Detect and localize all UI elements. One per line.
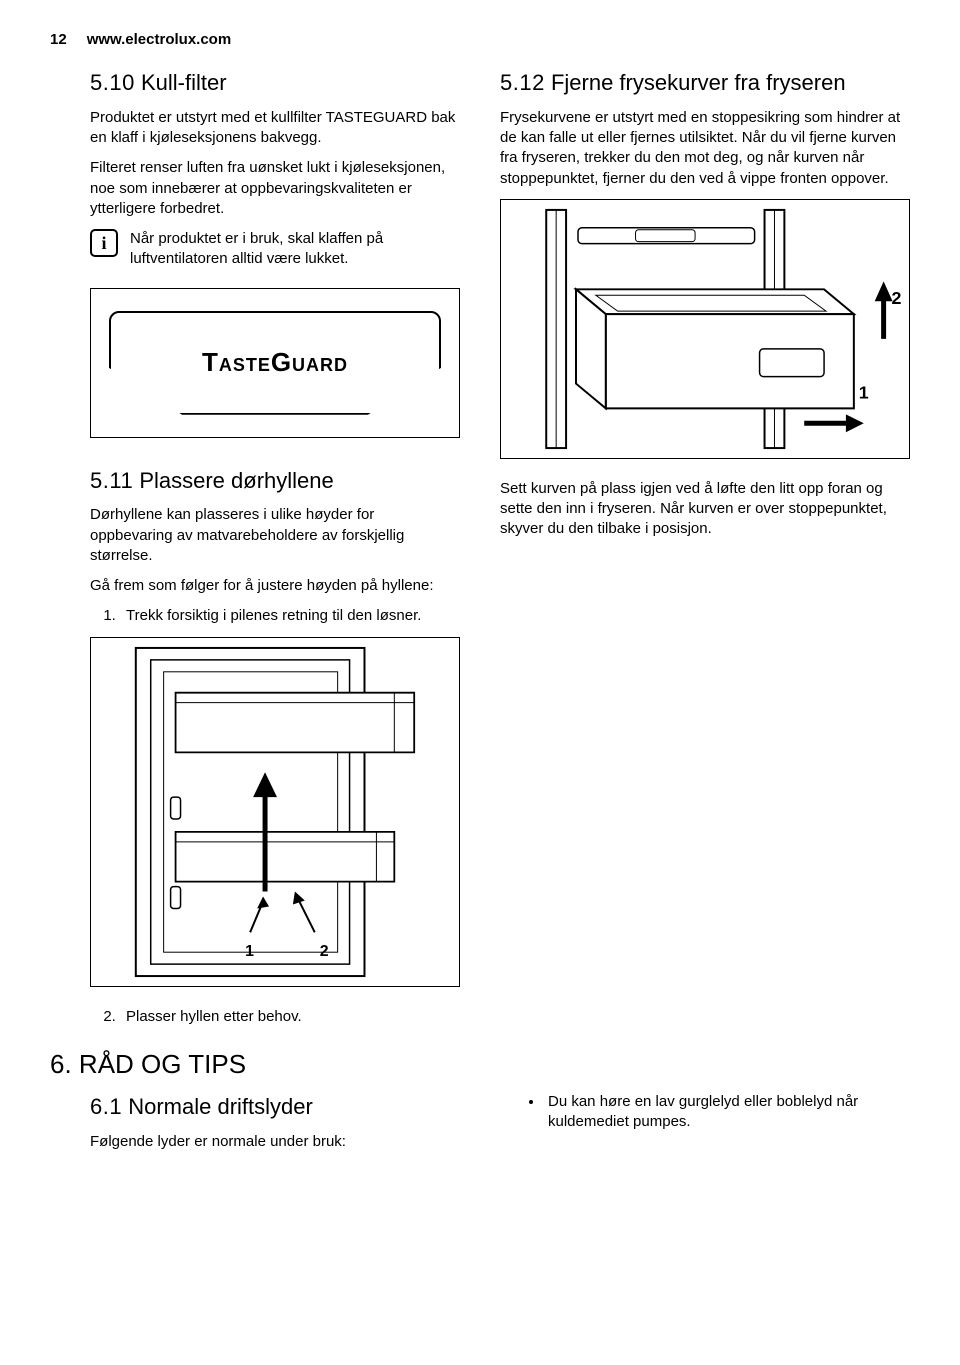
- figure-freezer-drawer: 1 2: [500, 199, 910, 459]
- callout-2: 2: [892, 288, 902, 308]
- tasteguard-label: TasteGuard: [202, 345, 348, 380]
- freezer-drawer-svg: 1 2: [501, 200, 909, 458]
- paragraph: Sett kurven på plass igjen ved å løfte d…: [500, 479, 910, 540]
- bullet-list: Du kan høre en lav gurglelyd eller boble…: [520, 1092, 910, 1133]
- right-column: 5.12 Fjerne frysekurver fra fryseren Fry…: [500, 68, 910, 1037]
- door-shelves-svg: 1 2: [91, 638, 459, 986]
- paragraph: Gå frem som følger for å justere høyden …: [90, 576, 460, 596]
- bottom-right: Du kan høre en lav gurglelyd eller boble…: [520, 1092, 910, 1162]
- heading-text: Fjerne frysekurver fra fryseren: [551, 70, 846, 95]
- info-text: Når produktet er i bruk, skal klaffen på…: [130, 229, 460, 270]
- page-header: 12 www.electrolux.com: [50, 30, 910, 50]
- heading-text: Kull-filter: [141, 70, 227, 95]
- heading-number: 6.: [50, 1049, 72, 1079]
- heading-number: 5.11: [90, 468, 133, 493]
- paragraph: Følgende lyder er normale under bruk:: [90, 1132, 480, 1152]
- heading-number: 5.10: [90, 70, 135, 95]
- heading-number: 6.1: [90, 1094, 122, 1119]
- heading-5-10: 5.10 Kull-filter: [90, 68, 460, 98]
- info-icon: i: [90, 229, 118, 257]
- step-item: Trekk forsiktig i pilenes retning til de…: [120, 606, 460, 626]
- paragraph: Dørhyllene kan plasseres i ulike høyder …: [90, 505, 460, 566]
- callout-2: 2: [320, 943, 329, 960]
- left-column: 5.10 Kull-filter Produktet er utstyrt me…: [50, 68, 460, 1037]
- heading-number: 5.12: [500, 70, 545, 95]
- callout-1: 1: [859, 382, 869, 402]
- heading-5-12: 5.12 Fjerne frysekurver fra fryseren: [500, 68, 910, 98]
- bullet-item: Du kan høre en lav gurglelyd eller boble…: [544, 1092, 910, 1133]
- heading-6-1: 6.1 Normale driftslyder: [90, 1092, 480, 1122]
- paragraph: Filteret renser luften fra uønsket lukt …: [90, 158, 460, 219]
- bottom-columns: 6.1 Normale driftslyder Følgende lyder e…: [50, 1092, 910, 1162]
- heading-5-11: 5.11 Plassere dørhyllene: [90, 466, 460, 496]
- paragraph: Frysekurvene er utstyrt med en stoppesik…: [500, 108, 910, 189]
- tasteguard-panel: TasteGuard: [109, 311, 441, 415]
- bottom-left: 6.1 Normale driftslyder Følgende lyder e…: [50, 1092, 480, 1162]
- page-number: 12: [50, 30, 67, 50]
- step-list: Trekk forsiktig i pilenes retning til de…: [90, 606, 460, 626]
- paragraph: Produktet er utstyrt med et kullfilter T…: [90, 108, 460, 149]
- step-list-cont: Plasser hyllen etter behov.: [90, 1007, 460, 1027]
- callout-1: 1: [245, 943, 254, 960]
- content-columns: 5.10 Kull-filter Produktet er utstyrt me…: [50, 68, 910, 1037]
- step-item: Plasser hyllen etter behov.: [120, 1007, 460, 1027]
- figure-door-shelves: 1 2: [90, 637, 460, 987]
- heading-text: Plassere dørhyllene: [139, 468, 333, 493]
- heading-text: Normale driftslyder: [128, 1094, 313, 1119]
- heading-6: 6. RÅD OG TIPS: [50, 1047, 910, 1082]
- heading-text: RÅD OG TIPS: [79, 1049, 246, 1079]
- header-url: www.electrolux.com: [87, 30, 232, 50]
- figure-tasteguard: TasteGuard: [90, 288, 460, 438]
- info-callout: i Når produktet er i bruk, skal klaffen …: [90, 229, 460, 270]
